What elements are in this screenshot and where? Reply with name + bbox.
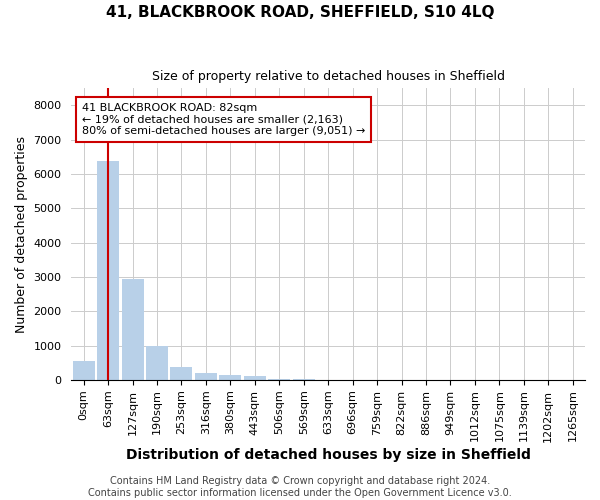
Bar [220, 374, 241, 380]
Bar [97, 161, 119, 380]
Bar [73, 361, 95, 380]
X-axis label: Distribution of detached houses by size in Sheffield: Distribution of detached houses by size … [126, 448, 530, 462]
Text: 41 BLACKBROOK ROAD: 82sqm
← 19% of detached houses are smaller (2,163)
80% of se: 41 BLACKBROOK ROAD: 82sqm ← 19% of detac… [82, 103, 365, 136]
Bar [195, 374, 217, 380]
Y-axis label: Number of detached properties: Number of detached properties [15, 136, 28, 332]
Bar [122, 278, 143, 380]
Bar [170, 367, 193, 380]
Bar [244, 376, 266, 380]
Bar [268, 379, 290, 380]
Bar [146, 346, 168, 380]
Text: 41, BLACKBROOK ROAD, SHEFFIELD, S10 4LQ: 41, BLACKBROOK ROAD, SHEFFIELD, S10 4LQ [106, 5, 494, 20]
Title: Size of property relative to detached houses in Sheffield: Size of property relative to detached ho… [152, 70, 505, 83]
Text: Contains HM Land Registry data © Crown copyright and database right 2024.
Contai: Contains HM Land Registry data © Crown c… [88, 476, 512, 498]
